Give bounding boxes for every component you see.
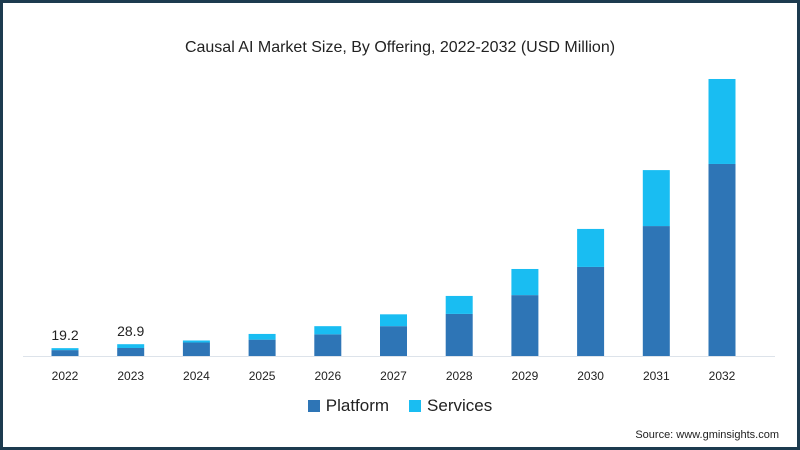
bar-platform-2027: [380, 326, 407, 356]
bar-platform-2024: [182, 342, 210, 356]
data-label-2022: 19.2: [51, 327, 78, 343]
legend-swatch-services: [409, 400, 422, 412]
bar-platform-2025: [248, 339, 276, 356]
chart-title: Causal AI Market Size, By Offering, 2022…: [184, 39, 616, 56]
bar-services-2026: [314, 326, 342, 335]
x-tick-label-2030: 2030: [577, 369, 604, 383]
x-tick-label-2024: 2024: [183, 369, 210, 383]
bar-platform-2022: [51, 350, 79, 356]
bar-services-2028: [445, 295, 473, 314]
x-tick-label-2025: 2025: [249, 369, 276, 383]
bar-services-2030: [577, 228, 605, 267]
legend-item-services: Services: [409, 396, 492, 416]
data-label-2023: 28.9: [117, 323, 144, 339]
bar-services-2032: [708, 78, 736, 164]
x-tick-label-2026: 2026: [314, 369, 341, 383]
bar-services-2025: [248, 333, 276, 340]
x-tick-label-2029: 2029: [512, 369, 539, 383]
source-note: Source: www.gminsights.com: [635, 429, 779, 441]
x-tick-label-2031: 2031: [643, 369, 670, 383]
legend-swatch-platform: [307, 400, 320, 412]
bar-services-2022: [51, 348, 79, 351]
x-tick-label-2023: 2023: [117, 369, 144, 383]
x-tick-label-2032: 2032: [709, 369, 736, 383]
legend-item-platform: Platform: [307, 396, 390, 416]
bar-platform-2032: [708, 163, 736, 356]
legend-label-services: Services: [427, 396, 493, 415]
bar-services-2027: [380, 314, 407, 327]
bar-services-2023: [117, 344, 145, 348]
bar-platform-2029: [511, 295, 539, 356]
bar-services-2029: [511, 268, 539, 296]
bar-platform-2026: [314, 334, 342, 356]
bar-platform-2030: [577, 266, 605, 356]
bar-platform-2023: [117, 347, 145, 356]
legend: Platform Services: [3, 396, 797, 416]
bar-platform-2028: [445, 313, 473, 356]
bar-services-2024: [182, 340, 210, 343]
bar-services-2031: [642, 170, 670, 227]
legend-label-platform: Platform: [325, 396, 390, 415]
x-tick-label-2027: 2027: [380, 369, 407, 383]
x-tick-label-2028: 2028: [446, 369, 473, 383]
x-tick-label-2022: 2022: [52, 369, 79, 383]
bar-platform-2031: [642, 226, 670, 356]
chart-plot: 2022 19.2 2023 28.9 2024 2025 2026 2027 2028 2029…: [23, 78, 775, 383]
